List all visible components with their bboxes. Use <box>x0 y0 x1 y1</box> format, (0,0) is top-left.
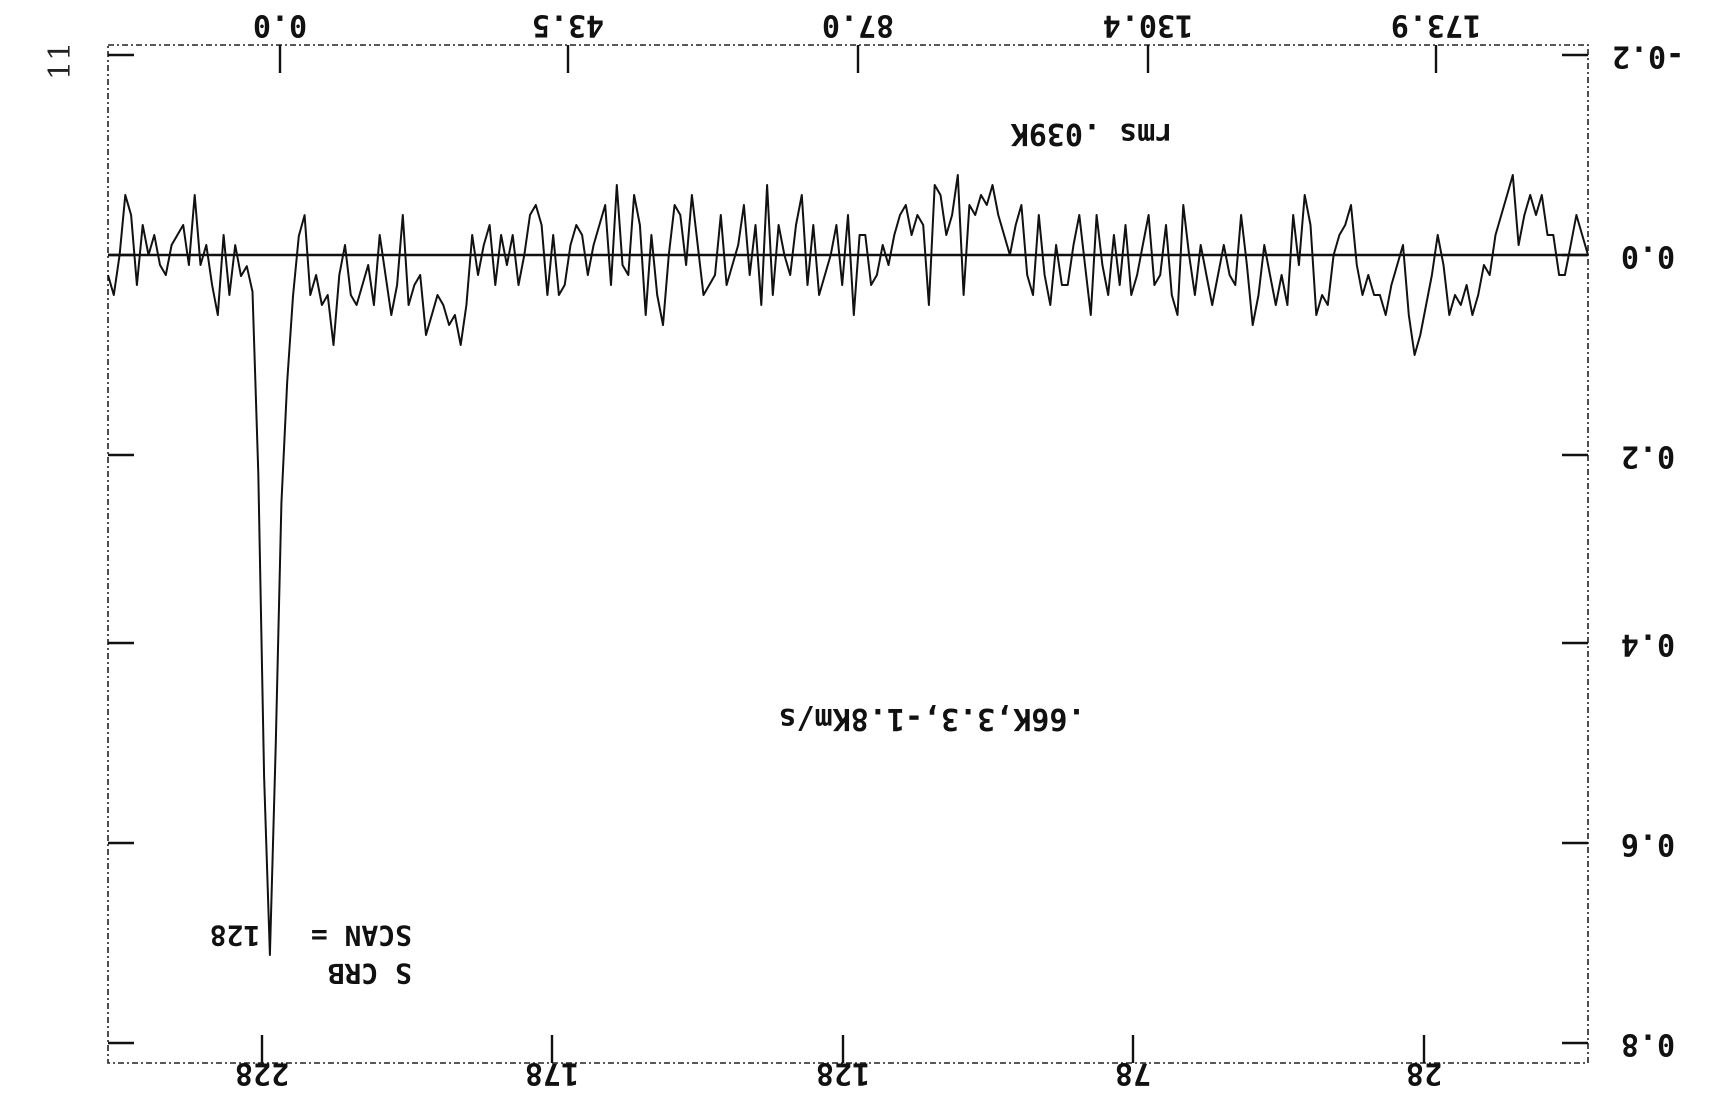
top-axis-tick-label: 43.5 <box>532 8 604 43</box>
bottom-axis-tick-label: 78 <box>1115 1056 1151 1091</box>
y-axis-tick-label: 0.6 <box>1621 827 1675 862</box>
bottom-axis-tick-label: 28 <box>1406 1056 1442 1091</box>
axis-labels: 0.0 43.5 87.0 130.4 173.9 228 178 128 78 28 -0.2 0.… <box>235 8 1684 1091</box>
page-margin-mark: 11 <box>43 42 78 80</box>
axis-ticks <box>108 45 1588 1063</box>
spectrum-trace <box>107 174 1589 956</box>
bottom-axis-tick-label: 228 <box>235 1056 289 1091</box>
bottom-axis-tick-label: 178 <box>525 1056 579 1091</box>
annotation-source: S CRB <box>328 957 412 990</box>
annotation-fit: .66K,3.3,-1.8Km/s <box>778 701 1085 736</box>
y-axis-tick-label: -0.2 <box>1612 39 1684 74</box>
annotation-rms: rms .039K <box>1011 116 1174 151</box>
y-axis-tick-label: 0.2 <box>1621 439 1675 474</box>
top-axis-tick-label: 0.0 <box>253 8 307 43</box>
y-axis-tick-label: 0.0 <box>1621 239 1675 274</box>
y-axis-tick-label: 0.8 <box>1621 1027 1675 1062</box>
top-axis-tick-label: 87.0 <box>822 8 894 43</box>
y-axis-tick-label: 0.4 <box>1621 627 1675 662</box>
top-axis-tick-label: 173.9 <box>1391 8 1481 43</box>
top-axis-tick-label: 130.4 <box>1103 8 1193 43</box>
plot-frame <box>107 44 1589 1064</box>
bottom-axis-tick-label: 128 <box>816 1056 870 1091</box>
annotation-scan: SCAN = 128 <box>210 919 412 952</box>
